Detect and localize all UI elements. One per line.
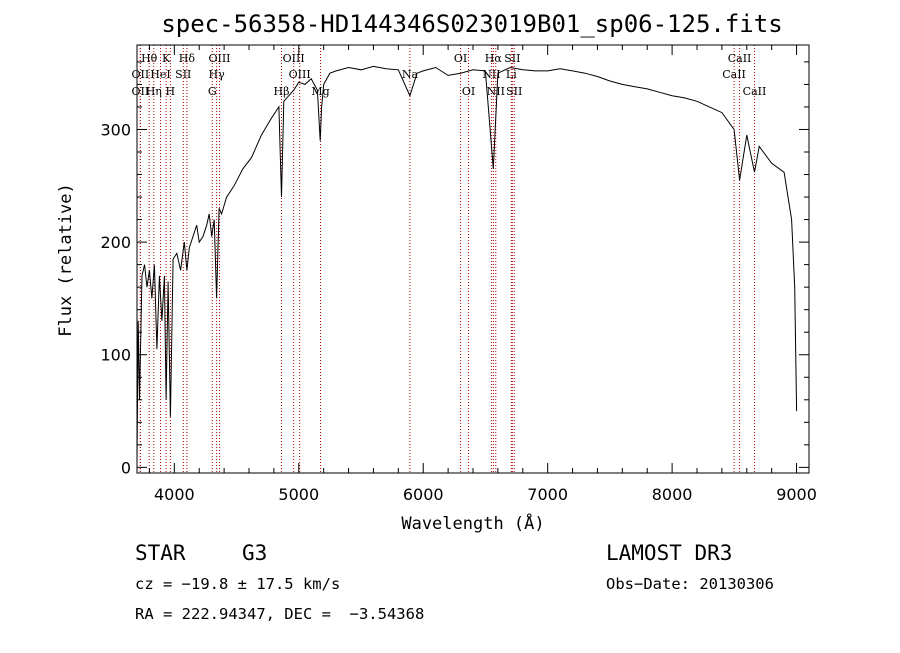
line-label-22: Li xyxy=(506,68,517,81)
y-tick-label-0: 0 xyxy=(121,458,131,477)
x-axis-ticks: 4000 5000 6000 7000 8000 9000 xyxy=(148,45,817,504)
object-class: STAR xyxy=(135,541,186,565)
line-label-27: CaII xyxy=(743,85,767,98)
x-tick-label-4: 8000 xyxy=(652,485,693,504)
object-subclass: G3 xyxy=(242,541,267,565)
coordinates-readout: RA = 222.94347, DEC = −3.54368 xyxy=(135,605,424,623)
line-label-18: OI xyxy=(462,85,475,98)
line-label-6: H xyxy=(166,85,176,98)
line-label-25: CaII xyxy=(728,52,752,65)
line-label-17: OI xyxy=(454,52,467,65)
line-label-24: SII xyxy=(506,85,522,98)
redshift-readout: cz = −19.8 ± 17.5 km/s xyxy=(135,575,340,593)
line-label-13: OIII xyxy=(283,52,305,65)
chart-title: spec-56358-HD144346S023019B01_sp06-125.f… xyxy=(161,10,782,38)
line-label-26: CaII xyxy=(722,68,746,81)
line-label-15: Mg xyxy=(311,85,329,98)
line-label-8: SII xyxy=(175,68,191,81)
line-label-2: OII xyxy=(132,85,150,98)
line-label-0: Hθ xyxy=(141,52,158,65)
y-tick-label-1: 100 xyxy=(100,346,131,365)
y-tick-label-2: 200 xyxy=(100,233,131,252)
line-label-14: OIII xyxy=(289,68,311,81)
spectral-line-markers xyxy=(139,45,755,473)
line-label-16: Na xyxy=(402,68,419,81)
x-tick-label-5: 9000 xyxy=(776,485,817,504)
x-axis-label: Wavelength (Å) xyxy=(401,512,544,534)
plot-frame xyxy=(136,44,810,474)
line-label-10: Hγ xyxy=(209,68,226,81)
line-label-21: NII xyxy=(482,68,500,81)
line-label-4: HeI xyxy=(150,68,170,81)
y-tick-label-3: 300 xyxy=(100,120,131,139)
observation-date: Obs−Date: 20130306 xyxy=(606,575,774,593)
x-tick-label-2: 6000 xyxy=(403,485,444,504)
line-label-1: OII xyxy=(132,68,150,81)
x-tick-label-0: 4000 xyxy=(154,485,195,504)
line-label-19: Hα xyxy=(485,52,503,65)
y-axis-ticks: 0 100 200 300 xyxy=(100,61,809,477)
x-tick-label-3: 7000 xyxy=(527,485,568,504)
x-tick-label-1: 5000 xyxy=(278,485,319,504)
y-axis-label: Flux (relative) xyxy=(56,183,76,337)
line-label-12: Hβ xyxy=(274,85,290,98)
line-label-3: K xyxy=(162,52,171,65)
line-label-7: Hδ xyxy=(179,52,196,65)
line-label-23: NII xyxy=(487,85,505,98)
line-label-11: G xyxy=(208,85,217,98)
line-label-5: Hη xyxy=(146,85,162,98)
line-label-9: OIII xyxy=(208,52,230,65)
survey-name: LAMOST DR3 xyxy=(606,541,732,565)
flux-series-line xyxy=(136,65,798,462)
line-label-20: SII xyxy=(504,52,520,65)
